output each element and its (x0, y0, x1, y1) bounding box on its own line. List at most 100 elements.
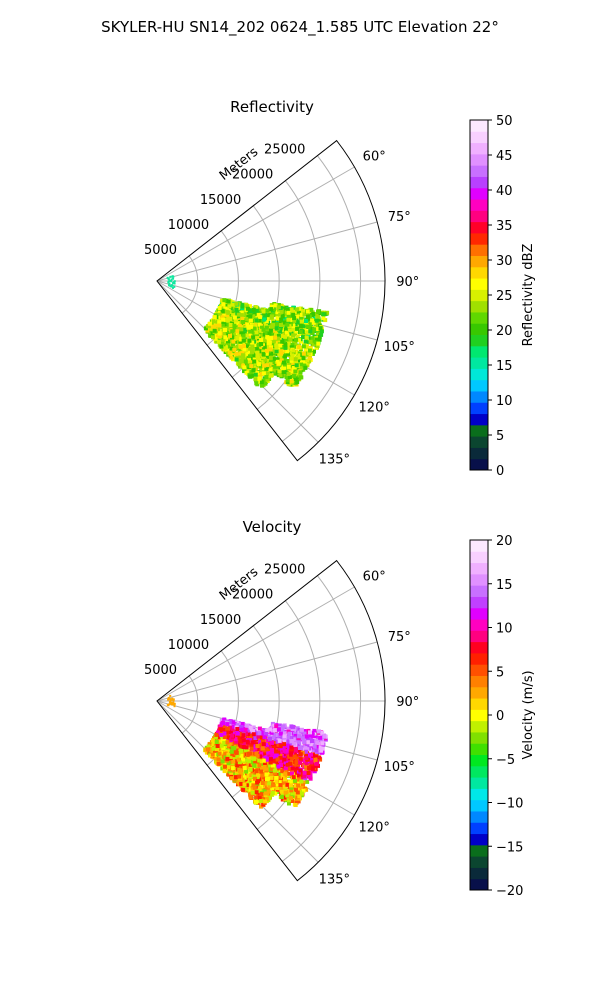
echo-gate (300, 309, 305, 314)
echo-gate (289, 749, 294, 754)
echo-gate (254, 330, 259, 335)
echo-gate (318, 745, 323, 750)
echo-gate (222, 298, 227, 303)
echo-gate (305, 779, 310, 784)
echo-gate (276, 732, 281, 737)
echo-gate (281, 780, 286, 785)
echo-gate (325, 310, 330, 315)
echo-gate (289, 356, 294, 361)
echo-gate (248, 787, 253, 792)
echo-gate (254, 795, 259, 800)
reflectivity-panel: Reflectivity 500010000150002000025000Met… (144, 98, 536, 479)
echo-gate (258, 740, 263, 744)
echo-gate (293, 803, 298, 807)
echo-gate (220, 305, 225, 310)
echo-gate (240, 316, 245, 321)
echo-gate (296, 799, 301, 804)
echo-gate (252, 326, 257, 331)
echo-gate (256, 312, 261, 317)
echo-gate (303, 339, 308, 344)
echo-gate (290, 771, 294, 776)
echo-gate (222, 731, 227, 736)
echo-gate (268, 358, 273, 363)
echo-gate (259, 792, 264, 797)
echo-gate (255, 753, 260, 758)
echo-gate (216, 761, 221, 766)
echo-gate (275, 316, 280, 321)
range-tick-label: 20000 (232, 168, 273, 183)
colorbar-segment (470, 709, 488, 722)
echo-gate (289, 358, 294, 363)
figure-title: SKYLER-HU SN14_202 0624_1.585 UTC Elevat… (101, 18, 499, 37)
echo-gate (240, 350, 245, 355)
echo-gate (264, 375, 269, 379)
colorbar-tick-label: 30 (496, 254, 513, 269)
echo-gate (316, 315, 321, 320)
echo-gate (255, 758, 260, 763)
colorbar-segment (470, 686, 488, 699)
echo-gate (278, 312, 283, 317)
echo-gate (283, 772, 288, 777)
echo-gate (245, 739, 250, 744)
echo-gate (223, 751, 228, 756)
echo-gate (306, 771, 311, 775)
echo-gate (272, 758, 277, 763)
echo-gate (241, 741, 246, 746)
echo-gate (302, 731, 307, 736)
echo-gate (279, 308, 284, 313)
echo-gate (309, 755, 313, 760)
echo-gate (283, 362, 287, 367)
echo-gate (251, 732, 256, 737)
echo-gate (278, 343, 283, 348)
echo-gate (273, 328, 278, 333)
echo-gate (220, 322, 225, 327)
echo-gate (255, 350, 260, 355)
echo-gate (257, 322, 262, 327)
echo-gate (259, 732, 264, 737)
echo-gate (301, 351, 306, 356)
echo-gate (312, 327, 317, 332)
echo-gate (260, 383, 264, 388)
colorbar-segment (470, 413, 488, 426)
echo-gate (261, 342, 266, 347)
echo-gate (248, 792, 253, 797)
echo-gate (296, 739, 301, 744)
echo-gate (237, 323, 242, 328)
colorbar-tick-label: 40 (496, 184, 513, 199)
echo-gate (275, 786, 280, 790)
echo-gate (220, 338, 225, 343)
colorbar-tick-label: −20 (496, 884, 523, 899)
echo-gate (243, 359, 248, 364)
echo-gate (245, 322, 250, 327)
echo-gate (229, 346, 234, 351)
echo-gate (295, 310, 300, 315)
echo-gate (312, 728, 317, 733)
echo-gate (274, 779, 279, 784)
echo-gate (236, 731, 241, 736)
echo-gate (246, 325, 251, 330)
clutter-gate (173, 282, 176, 285)
azimuth-tick-label: 75° (388, 630, 411, 645)
echo-gate (259, 730, 264, 735)
echo-gate (297, 338, 301, 343)
echo-gate (246, 360, 251, 365)
colorbar-segment (470, 619, 488, 631)
echo-gate (244, 333, 249, 338)
echo-gate (286, 320, 291, 324)
echo-gate (222, 312, 227, 317)
echo-gate (273, 791, 278, 796)
echo-gate (248, 795, 253, 800)
echo-gate (225, 326, 230, 331)
echo-gate (308, 329, 313, 334)
azimuth-grid-line (156, 221, 378, 282)
echo-gate (223, 306, 228, 311)
sector-outline (156, 559, 386, 882)
echo-gate (274, 343, 279, 348)
echo-gate (261, 327, 266, 332)
echo-gate (268, 347, 273, 352)
colorbar-segment (470, 540, 488, 552)
echo-gate (251, 329, 256, 334)
echo-gate (258, 364, 263, 369)
echo-gate (276, 303, 281, 307)
echo-gate (270, 748, 274, 752)
